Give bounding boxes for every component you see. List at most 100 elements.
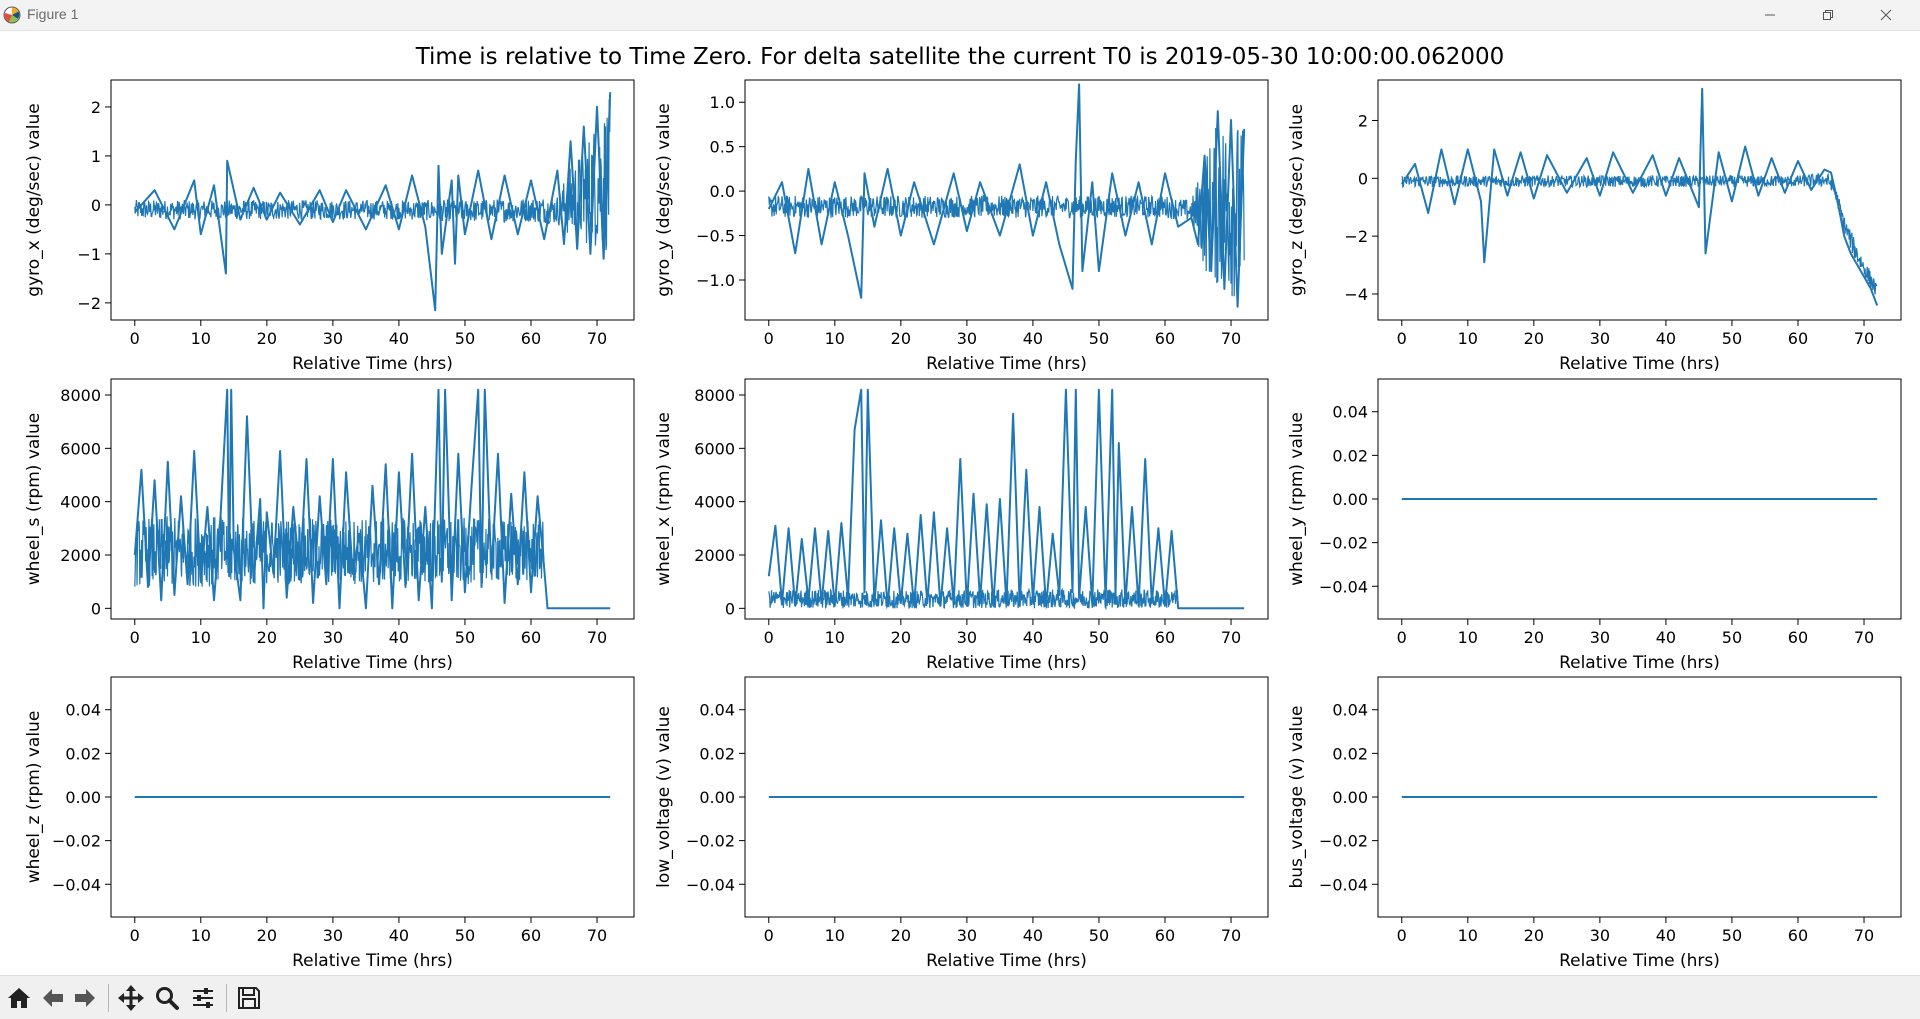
y-axis-label: wheel_s (rpm) value xyxy=(24,413,44,586)
y-tick-label: 0.5 xyxy=(710,138,735,157)
window-titlebar: Figure 1 xyxy=(0,0,1920,31)
x-tick-label: 50 xyxy=(455,628,475,647)
y-tick-label: 0.02 xyxy=(65,744,101,763)
y-tick-label: −2 xyxy=(1344,227,1368,246)
x-tick-label: 40 xyxy=(389,329,409,348)
series-line xyxy=(767,83,1246,308)
x-tick-label: 20 xyxy=(891,926,911,945)
x-tick-label: 0 xyxy=(1397,628,1407,647)
matplotlib-icon xyxy=(3,6,21,24)
save-button[interactable] xyxy=(234,983,264,1013)
series-band-line xyxy=(768,127,1245,297)
y-axis-label: gyro_z (deg/sec) value xyxy=(1287,104,1307,296)
x-tick-label: 30 xyxy=(1590,329,1610,348)
x-tick-label: 0 xyxy=(1397,926,1407,945)
x-tick-label: 30 xyxy=(957,926,977,945)
x-tick-label: 20 xyxy=(257,628,277,647)
subplot-6: 0 10 20 30 40 50 60 70 −0.04 −0.02 0.00 0.02 0.04 Rel… xyxy=(24,676,635,971)
x-tick-label: 10 xyxy=(825,926,845,945)
x-tick-label: 60 xyxy=(1155,628,1175,647)
x-tick-label: 40 xyxy=(1656,329,1676,348)
x-tick-label: 20 xyxy=(257,926,277,945)
y-tick-label: 6000 xyxy=(60,439,101,458)
back-button[interactable] xyxy=(38,983,68,1013)
y-tick-label: −0.02 xyxy=(1319,534,1368,553)
axes-frame xyxy=(110,79,635,321)
x-tick-label: 30 xyxy=(1590,628,1610,647)
home-icon xyxy=(8,988,30,1008)
series-line xyxy=(133,388,611,610)
x-tick-label: 0 xyxy=(764,329,774,348)
y-tick-label: −2 xyxy=(77,294,101,313)
y-tick-label: 0.04 xyxy=(1332,701,1368,720)
maximize-button[interactable] xyxy=(1800,0,1856,30)
y-tick-label: 0.04 xyxy=(1332,403,1368,422)
y-tick-label: 0.00 xyxy=(1332,788,1368,807)
forward-button[interactable] xyxy=(70,983,100,1013)
x-tick-label: 50 xyxy=(455,926,475,945)
x-tick-label: 70 xyxy=(1854,329,1874,348)
x-axis-label: Relative Time (hrs) xyxy=(926,951,1087,971)
x-tick-label: 40 xyxy=(1023,329,1043,348)
x-tick-label: 60 xyxy=(1788,628,1808,647)
x-tick-label: 70 xyxy=(587,628,607,647)
x-tick-label: 70 xyxy=(1221,329,1241,348)
x-tick-label: 10 xyxy=(191,926,211,945)
x-tick-label: 50 xyxy=(1089,329,1109,348)
axes-frame xyxy=(1377,79,1902,321)
series-line xyxy=(767,388,1245,610)
minimize-icon xyxy=(1765,14,1775,16)
configure-subplots-button[interactable] xyxy=(188,983,218,1013)
x-tick-label: 60 xyxy=(1788,329,1808,348)
series-band-line xyxy=(1401,172,1878,295)
window-title: Figure 1 xyxy=(27,6,79,22)
y-tick-label: 0 xyxy=(725,599,735,618)
x-axis-label: Relative Time (hrs) xyxy=(926,653,1087,673)
minimize-button[interactable] xyxy=(1742,0,1798,30)
x-tick-label: 0 xyxy=(130,926,140,945)
x-tick-label: 30 xyxy=(323,926,343,945)
y-tick-label: 6000 xyxy=(694,439,735,458)
x-tick-label: 10 xyxy=(191,329,211,348)
x-axis-label: Relative Time (hrs) xyxy=(1559,653,1720,673)
y-tick-label: 1.0 xyxy=(710,93,735,112)
figure-suptitle: Time is relative to Time Zero. For delta… xyxy=(415,44,1505,70)
x-tick-label: 40 xyxy=(389,926,409,945)
zoom-button[interactable] xyxy=(152,983,182,1013)
axes-frame xyxy=(744,378,1269,620)
x-tick-label: 40 xyxy=(1023,628,1043,647)
home-button[interactable] xyxy=(4,983,34,1013)
x-tick-label: 60 xyxy=(521,926,541,945)
configure-subplots-icon xyxy=(193,988,213,1008)
subplot-2: 0 10 20 30 40 50 60 70 −4 −2 0 2 Relative Time (hrs)… xyxy=(1287,79,1902,374)
x-tick-label: 40 xyxy=(389,628,409,647)
x-tick-label: 40 xyxy=(1656,628,1676,647)
axes-frame xyxy=(110,378,635,620)
x-tick-label: 10 xyxy=(825,628,845,647)
y-axis-label: wheel_x (rpm) value xyxy=(654,412,674,586)
subplot-1: 0 10 20 30 40 50 60 70 −1.0 −0.5 0.0 0.5 1.0 Relative… xyxy=(654,79,1269,374)
pan-button[interactable] xyxy=(116,983,146,1013)
x-axis-label: Relative Time (hrs) xyxy=(926,354,1087,374)
y-tick-label: 0.04 xyxy=(65,701,101,720)
x-tick-label: 0 xyxy=(1397,329,1407,348)
y-tick-label: −0.02 xyxy=(52,832,101,851)
y-tick-label: 0 xyxy=(91,599,101,618)
y-tick-label: −1.0 xyxy=(696,271,735,290)
x-axis-label: Relative Time (hrs) xyxy=(292,653,453,673)
x-tick-label: 60 xyxy=(521,628,541,647)
x-tick-label: 0 xyxy=(764,926,774,945)
close-button[interactable] xyxy=(1858,0,1914,30)
close-icon xyxy=(1880,9,1892,21)
subplot-4: 0 10 20 30 40 50 60 70 0 2000 4000 6000 8000 Relative… xyxy=(654,378,1269,673)
x-tick-label: 50 xyxy=(1722,628,1742,647)
y-tick-label: 0.0 xyxy=(710,182,735,201)
zoom-icon xyxy=(156,987,179,1010)
y-tick-label: 4000 xyxy=(694,493,735,512)
y-tick-label: 2000 xyxy=(694,546,735,565)
back-icon xyxy=(43,989,63,1007)
y-tick-label: 0.02 xyxy=(699,744,735,763)
x-tick-label: 40 xyxy=(1023,926,1043,945)
series-line xyxy=(1400,87,1879,306)
